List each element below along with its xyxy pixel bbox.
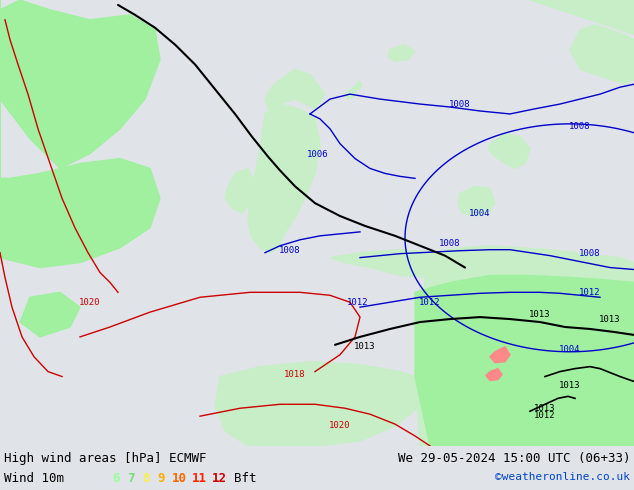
Text: 1004: 1004: [469, 209, 491, 218]
Text: 1013: 1013: [559, 381, 581, 391]
Text: 1013: 1013: [534, 404, 556, 413]
Polygon shape: [570, 25, 634, 84]
Polygon shape: [330, 250, 520, 287]
Text: 1004: 1004: [559, 345, 581, 354]
Polygon shape: [354, 81, 362, 90]
Text: 1013: 1013: [599, 315, 621, 324]
Text: 1012: 1012: [419, 298, 441, 307]
Polygon shape: [0, 0, 160, 169]
Polygon shape: [215, 362, 430, 446]
Text: 10: 10: [172, 472, 187, 485]
Text: Bft: Bft: [234, 472, 257, 485]
Text: 1020: 1020: [79, 298, 101, 307]
Text: ©weatheronline.co.uk: ©weatheronline.co.uk: [495, 472, 630, 482]
Polygon shape: [0, 99, 160, 268]
Text: 1008: 1008: [579, 248, 601, 258]
Polygon shape: [265, 70, 325, 114]
Text: 1008: 1008: [569, 122, 591, 131]
Text: 1006: 1006: [307, 149, 329, 159]
Text: 1012: 1012: [534, 411, 556, 420]
Text: 1008: 1008: [450, 100, 471, 109]
Polygon shape: [388, 45, 415, 61]
Polygon shape: [415, 246, 634, 446]
Text: 1020: 1020: [329, 421, 351, 430]
Text: High wind areas [hPa] ECMWF: High wind areas [hPa] ECMWF: [4, 452, 207, 465]
Text: 1012: 1012: [579, 288, 601, 297]
Text: 1013: 1013: [354, 342, 376, 351]
Text: 8: 8: [142, 472, 150, 485]
Text: 1008: 1008: [439, 239, 461, 248]
Polygon shape: [20, 293, 80, 337]
Text: 11: 11: [192, 472, 207, 485]
Text: 7: 7: [127, 472, 134, 485]
Text: 9: 9: [157, 472, 164, 485]
Polygon shape: [225, 169, 255, 213]
Polygon shape: [530, 0, 634, 35]
Text: 1018: 1018: [284, 369, 306, 379]
Polygon shape: [486, 368, 502, 381]
Polygon shape: [248, 104, 320, 253]
Text: 1012: 1012: [347, 298, 369, 307]
Text: 1008: 1008: [279, 245, 301, 255]
Text: 6: 6: [112, 472, 119, 485]
Polygon shape: [458, 186, 495, 216]
Text: 1013: 1013: [529, 310, 551, 319]
Polygon shape: [345, 87, 356, 99]
Polygon shape: [415, 275, 634, 446]
Text: We 29-05-2024 15:00 UTC (06+33): We 29-05-2024 15:00 UTC (06+33): [398, 452, 630, 465]
Text: 12: 12: [212, 472, 227, 485]
Polygon shape: [488, 134, 530, 169]
Polygon shape: [490, 347, 510, 363]
Text: Wind 10m: Wind 10m: [4, 472, 64, 485]
